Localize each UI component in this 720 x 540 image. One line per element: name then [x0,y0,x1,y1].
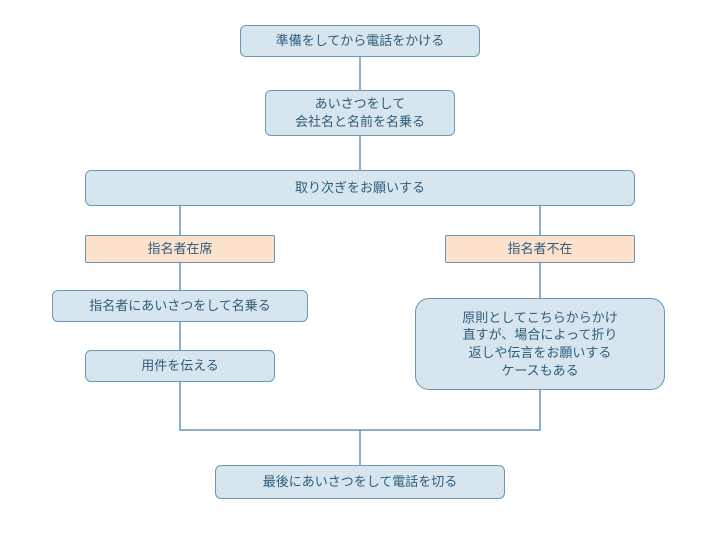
connectors-layer [0,0,720,540]
node-n8: 原則としてこちらからかけ 直すが、場合によって折り 返しや伝言をお願いする ケー… [415,298,665,390]
node-n6: 指名者にあいさつをして名乗る [52,290,308,322]
node-n3: 取り次ぎをお願いする [85,170,635,206]
node-n5: 指名者不在 [445,235,635,263]
node-n4: 指名者在席 [85,235,275,263]
node-n7: 用件を伝える [85,350,275,382]
node-n1: 準備をしてから電話をかける [240,25,480,57]
node-n2: あいさつをして 会社名と名前を名乗る [265,90,455,136]
node-n9: 最後にあいさつをして電話を切る [215,465,505,499]
